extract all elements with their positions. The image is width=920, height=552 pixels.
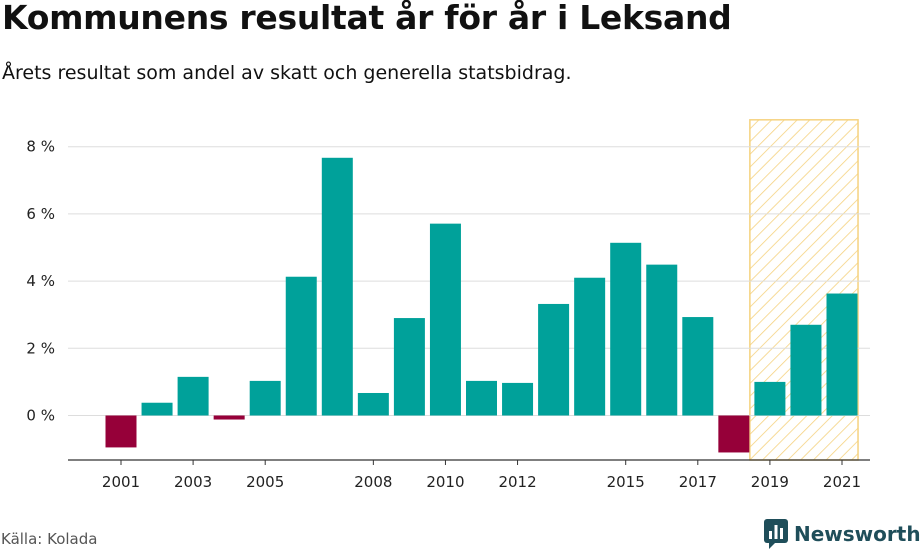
bar-2007: [321, 157, 353, 416]
bar-2016: [646, 264, 678, 416]
y-tick-label: 0 %: [26, 407, 55, 425]
bar-2009: [393, 318, 425, 416]
bar-2004: [213, 415, 245, 420]
bar-2002: [141, 402, 173, 416]
brand-logo[interactable]: Newsworthy: [764, 519, 920, 549]
x-tick-label: 2021: [823, 473, 861, 491]
bar-2008: [357, 392, 389, 416]
bar-2001: [105, 415, 137, 448]
y-tick-label: 8 %: [26, 138, 55, 156]
bar-2010: [429, 223, 461, 416]
x-tick-label: 2010: [426, 473, 464, 491]
newsworthy-logo-icon: [764, 519, 788, 549]
page-subtitle: Årets resultat som andel av skatt och ge…: [2, 62, 572, 84]
y-tick-label: 4 %: [26, 272, 55, 290]
x-tick-label: 2015: [607, 473, 645, 491]
x-tick-label: 2017: [679, 473, 717, 491]
source-note: Källa: Kolada: [1, 530, 98, 548]
x-tick-label: 2001: [102, 473, 140, 491]
bar-2013: [538, 303, 570, 416]
x-tick-label: 2005: [246, 473, 284, 491]
bar-2019: [754, 381, 786, 416]
bar-2021: [826, 293, 858, 416]
page-title: Kommunens resultat år för år i Leksand: [2, 0, 732, 37]
x-tick-label: 2012: [498, 473, 536, 491]
bar-2012: [502, 382, 534, 416]
bar-2005: [249, 380, 281, 416]
y-tick-label: 2 %: [26, 339, 55, 357]
x-tick-label: 2008: [354, 473, 392, 491]
bar-2014: [574, 277, 606, 416]
bar-2015: [610, 242, 642, 416]
brand-name: Newsworthy: [794, 522, 920, 546]
y-tick-label: 6 %: [26, 205, 55, 223]
bar-2006: [285, 276, 317, 416]
bar-2003: [177, 376, 209, 416]
bar-2017: [682, 317, 714, 416]
x-tick-label: 2019: [751, 473, 789, 491]
bar-2020: [790, 324, 822, 416]
bar-2011: [466, 380, 497, 416]
bar-2018: [718, 415, 750, 453]
x-tick-label: 2003: [174, 473, 212, 491]
